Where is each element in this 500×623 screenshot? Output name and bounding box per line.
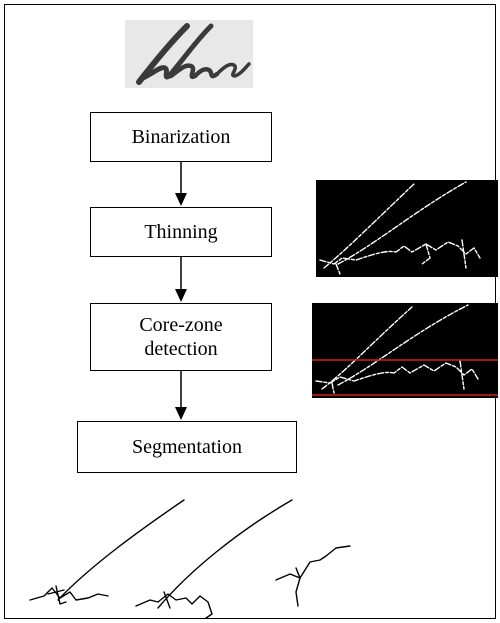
segment-2	[135, 499, 293, 619]
arrow-core-zone-to-segmentation	[175, 371, 187, 420]
arrow-binarization-to-thinning	[175, 162, 187, 206]
segment-3	[275, 545, 351, 607]
thinned-skeleton-image	[316, 180, 498, 277]
handwriting-strokes	[136, 23, 251, 85]
core-zone-image	[312, 303, 498, 398]
arrow-thinning-to-core-zone	[175, 257, 187, 302]
input-word-image	[125, 20, 253, 88]
step-binarization: Binarization	[90, 112, 272, 162]
core-zone-boundaries	[312, 359, 498, 396]
step-segmentation: Segmentation	[77, 421, 297, 473]
segment-1	[29, 499, 185, 605]
skeleton-lines	[319, 181, 481, 275]
step-thinning: Thinning	[90, 207, 272, 257]
step-core-zone-detection: Core-zone detection	[90, 303, 272, 371]
core-zone-lines	[312, 304, 498, 396]
